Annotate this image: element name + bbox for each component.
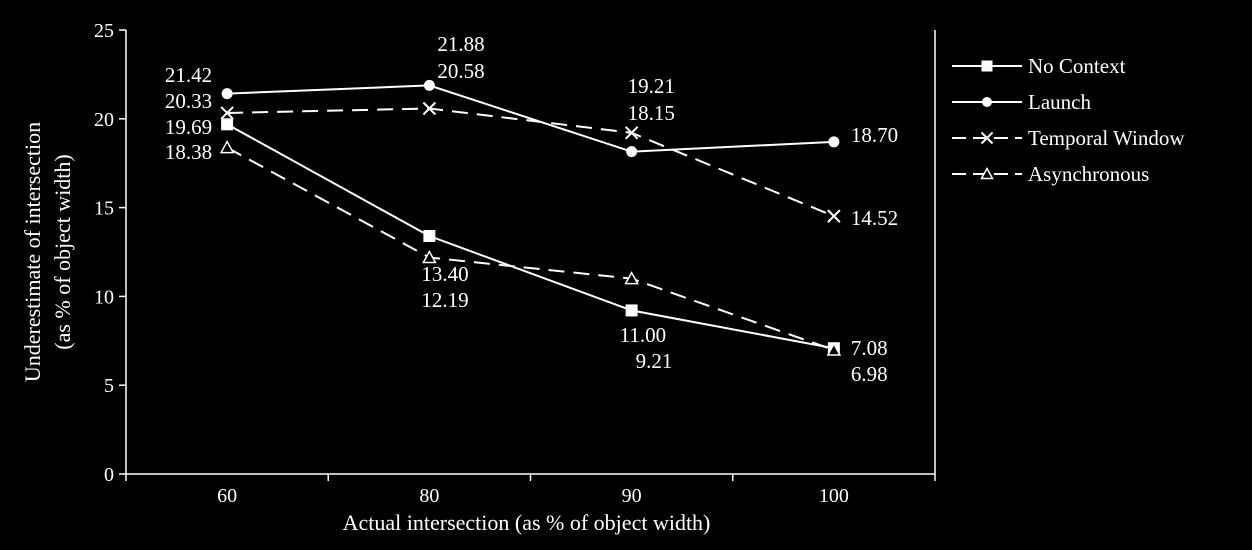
data-label: 19.69: [165, 115, 212, 139]
x-marker: [220, 106, 234, 120]
legend: No Context Launch Temporal Window Asynchron…: [934, 30, 1185, 474]
y-axis-title-line: Underestimate of intersection: [20, 122, 45, 382]
x-tick-label: 90: [622, 485, 642, 507]
y-tick-label: 20: [94, 109, 114, 131]
x-marker: [422, 101, 437, 116]
y-axis-title-line: (as % of object width): [50, 154, 75, 350]
circle-marker: [828, 136, 840, 148]
series-line: [226, 123, 835, 350]
series-layer: [219, 79, 842, 356]
data-label: 20.33: [165, 89, 212, 113]
square-marker: [625, 304, 638, 317]
data-label: 9.21: [636, 349, 673, 373]
data-label: 18.15: [628, 101, 675, 125]
triangle-marker: [624, 271, 639, 285]
series-line: [227, 107, 835, 218]
series-asynchronous: [219, 140, 842, 356]
legend-label: Launch: [1028, 90, 1091, 114]
x-marker: [827, 209, 841, 223]
x-axis-title: Actual intersection (as % of object widt…: [343, 510, 711, 535]
data-label: 21.42: [165, 63, 212, 87]
triangle-marker: [980, 166, 994, 180]
circle-marker: [423, 79, 435, 91]
circle-marker: [221, 88, 233, 100]
y-tick-label: 0: [104, 464, 114, 486]
data-label: 21.88: [437, 32, 484, 56]
data-label: 11.00: [620, 323, 666, 347]
data-label: 7.08: [851, 336, 888, 360]
triangle-marker: [219, 140, 235, 154]
series-temporal-window: [220, 101, 841, 223]
y-axis-title: Underestimate of intersection (as % of ob…: [20, 122, 75, 382]
x-marker: [624, 126, 639, 140]
legend-entry: Asynchronous: [952, 162, 1149, 186]
series-line: [226, 146, 835, 351]
y-tick-label: 5: [104, 375, 114, 397]
legend-entry: Temporal Window: [952, 126, 1185, 150]
y-tick-label: 15: [94, 198, 114, 220]
data-label: 13.40: [421, 262, 468, 286]
circle-marker: [982, 97, 992, 107]
axes: 0 5 10 15 20 25 60 80 90 100 Actual intersection (…: [20, 20, 936, 535]
y-tick-label: 25: [94, 20, 114, 42]
series-line: [227, 84, 834, 153]
data-label: 18.70: [851, 123, 898, 147]
data-label: 18.38: [165, 140, 212, 164]
y-tick-label: 10: [94, 286, 114, 308]
data-label: 20.58: [437, 59, 484, 83]
x-tick-label: 100: [819, 485, 849, 507]
data-label: 6.98: [851, 362, 888, 386]
data-label: 14.52: [851, 206, 898, 230]
legend-entry: No Context: [952, 54, 1126, 78]
square-marker: [981, 60, 993, 72]
x-tick-label: 80: [419, 485, 439, 507]
series-launch: [221, 79, 840, 158]
triangle-marker: [826, 342, 842, 356]
square-marker: [221, 118, 234, 131]
legend-label: No Context: [1028, 54, 1126, 78]
legend-label: Asynchronous: [1028, 162, 1149, 186]
legend-entry: Launch: [952, 90, 1091, 114]
data-label: 19.21: [628, 74, 675, 98]
x-marker: [980, 131, 994, 145]
square-marker: [423, 230, 436, 243]
triangle-marker: [422, 249, 437, 264]
legend-label: Temporal Window: [1028, 126, 1185, 150]
circle-marker: [626, 146, 638, 158]
data-label: 12.19: [421, 288, 468, 312]
x-tick-label: 60: [217, 485, 237, 507]
